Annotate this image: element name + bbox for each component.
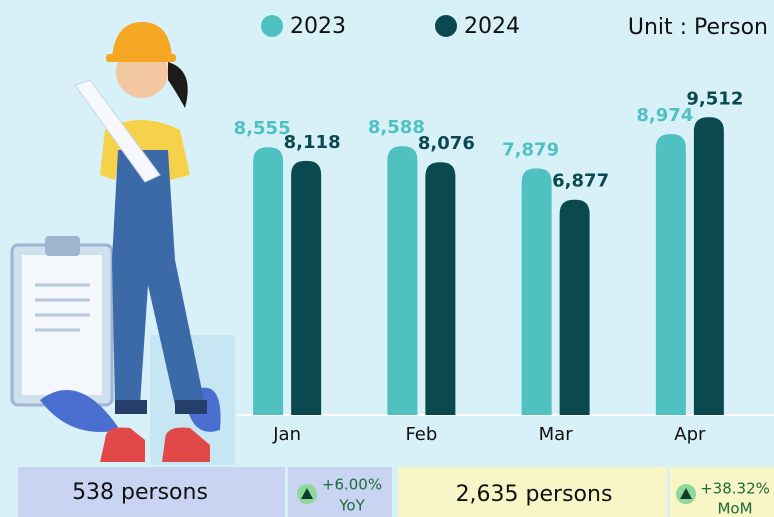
- legend-label: 2023: [290, 14, 346, 39]
- summary-period: MoM: [717, 500, 752, 517]
- bar: [425, 162, 456, 415]
- summary-box: [18, 467, 285, 517]
- summary-change: +38.32%: [700, 480, 770, 498]
- summary-amount: 538 persons: [72, 480, 208, 505]
- x-tick-label: Jan: [272, 424, 301, 445]
- summary-change: +6.00%: [322, 476, 382, 494]
- legend-label: 2024: [464, 14, 520, 39]
- up-arrow: [301, 488, 313, 499]
- x-tick-label: Feb: [405, 424, 437, 445]
- value-label: 6,877: [552, 171, 609, 192]
- bar: [693, 117, 724, 415]
- unit-label: Unit : Person: [628, 15, 768, 40]
- summary-amount: 2,635 persons: [456, 482, 613, 507]
- legend-swatch: [261, 15, 283, 37]
- summary-box: [398, 467, 667, 517]
- value-label: 9,512: [686, 88, 743, 109]
- x-tick-label: Apr: [674, 424, 706, 445]
- bar: [559, 199, 590, 415]
- value-label: 8,974: [636, 105, 693, 126]
- bar: [655, 134, 686, 415]
- legend-swatch: [435, 15, 457, 37]
- value-label: 8,076: [418, 133, 475, 154]
- value-label: 7,879: [502, 139, 559, 160]
- value-label: 8,118: [284, 132, 341, 153]
- value-label: 8,555: [234, 118, 291, 139]
- up-arrow: [680, 488, 692, 499]
- bar: [291, 160, 322, 415]
- worker-illustration: [10, 22, 235, 465]
- bar: [387, 146, 418, 415]
- bar: [521, 168, 552, 415]
- x-tick-label: Mar: [539, 424, 574, 445]
- bar: [253, 147, 284, 415]
- value-label: 8,588: [368, 117, 425, 138]
- summary-period: YoY: [338, 497, 365, 515]
